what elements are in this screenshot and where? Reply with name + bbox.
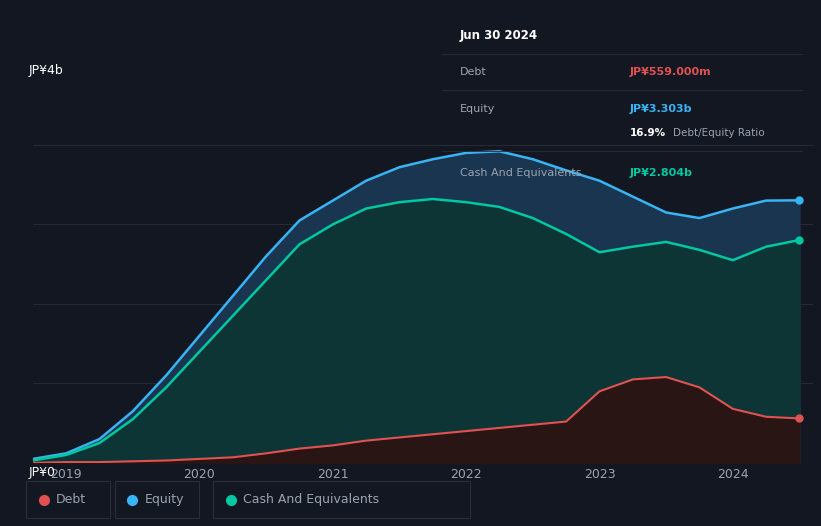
Text: JP¥0: JP¥0 bbox=[29, 467, 56, 480]
Text: Cash And Equivalents: Cash And Equivalents bbox=[243, 493, 379, 506]
Text: JP¥2.804b: JP¥2.804b bbox=[630, 168, 693, 178]
FancyBboxPatch shape bbox=[26, 481, 110, 518]
Text: JP¥559.000m: JP¥559.000m bbox=[630, 67, 711, 77]
Text: Equity: Equity bbox=[144, 493, 184, 506]
Text: Cash And Equivalents: Cash And Equivalents bbox=[460, 168, 581, 178]
Text: Equity: Equity bbox=[460, 104, 495, 114]
FancyBboxPatch shape bbox=[115, 481, 199, 518]
Text: JP¥3.303b: JP¥3.303b bbox=[630, 104, 692, 114]
Text: JP¥4b: JP¥4b bbox=[29, 64, 64, 77]
Text: 16.9%: 16.9% bbox=[630, 128, 666, 138]
Text: Debt: Debt bbox=[56, 493, 86, 506]
Text: Debt: Debt bbox=[460, 67, 487, 77]
FancyBboxPatch shape bbox=[213, 481, 470, 518]
Text: Debt/Equity Ratio: Debt/Equity Ratio bbox=[673, 128, 764, 138]
Text: Jun 30 2024: Jun 30 2024 bbox=[460, 29, 538, 42]
